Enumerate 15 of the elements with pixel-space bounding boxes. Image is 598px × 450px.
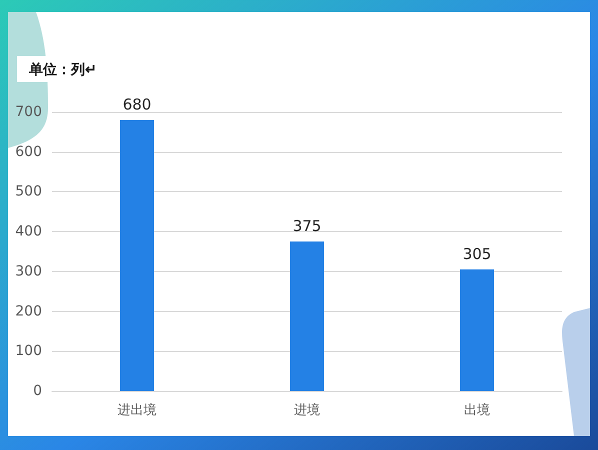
y-tick-label: 400 (15, 224, 42, 240)
y-tick-label: 300 (15, 263, 42, 280)
y-tick-label: 700 (15, 104, 42, 120)
y-tick-label: 500 (15, 184, 42, 200)
chart-title: 单位：列↵ (28, 61, 97, 77)
data-label: 305 (462, 244, 492, 263)
data-label: 375 (292, 217, 322, 236)
y-tick-label: 0 (33, 383, 42, 399)
data-label: 680 (122, 95, 152, 114)
x-tick-label: 进出境 (118, 402, 156, 417)
y-tick-label: 200 (15, 303, 42, 320)
y-tick-label: 600 (15, 144, 42, 160)
y-tick-label: 100 (15, 343, 42, 360)
x-tick-label: 出境 (464, 402, 490, 417)
x-tick-label: 进境 (294, 402, 320, 417)
